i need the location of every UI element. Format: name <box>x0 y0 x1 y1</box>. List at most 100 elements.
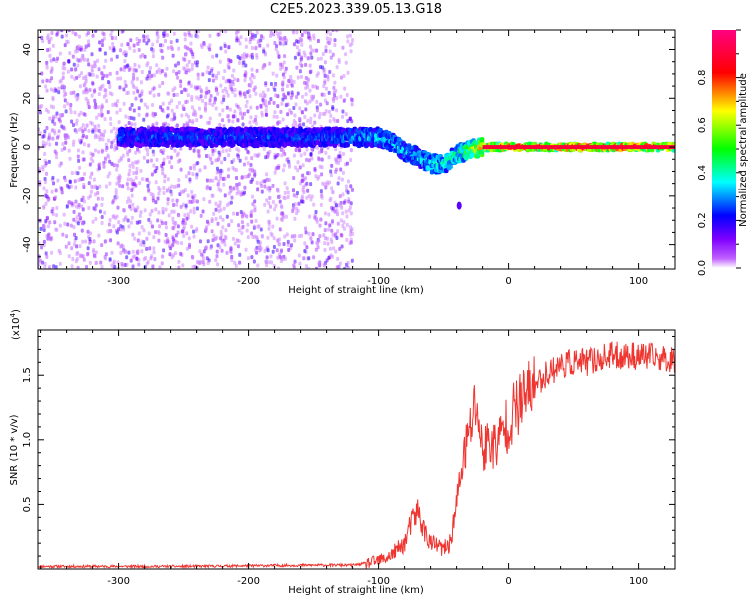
heatmap-cell <box>195 172 199 177</box>
heatmap-cell <box>185 216 189 221</box>
heatmap-cell <box>272 236 276 241</box>
heatmap-cell <box>50 209 54 214</box>
heatmap-cell <box>46 198 50 203</box>
heatmap-cell <box>209 245 213 250</box>
snr-x-label: Height of straight line (km) <box>288 585 424 596</box>
heatmap-cell <box>341 223 345 228</box>
heatmap-cell <box>112 48 116 53</box>
heatmap-cell <box>89 189 93 194</box>
heatmap-cell <box>264 108 268 113</box>
heatmap-cell <box>140 91 144 96</box>
heatmap-cell <box>306 188 310 193</box>
heatmap-cell <box>93 192 97 197</box>
heatmap-cell <box>315 219 319 224</box>
heatmap-cell <box>48 220 52 225</box>
heatmap-cell <box>62 125 66 130</box>
heatmap-cell <box>235 238 239 243</box>
heatmap-cell <box>228 148 232 153</box>
heatmap-cell <box>294 123 298 128</box>
heatmap-cell <box>196 76 200 81</box>
heatmap-cell <box>123 59 127 64</box>
heatmap-cell <box>88 260 92 265</box>
heatmap-cell <box>151 264 155 269</box>
heatmap-cell <box>300 33 304 38</box>
heatmap-cell <box>266 152 270 157</box>
heatmap-cell <box>350 258 354 263</box>
heatmap-cell <box>277 165 281 170</box>
heatmap-cell <box>64 244 68 249</box>
heatmap-cell <box>164 232 168 237</box>
heatmap-cell <box>149 65 153 70</box>
heatmap-cell <box>92 89 96 94</box>
heatmap-cell <box>322 67 326 72</box>
heatmap-cell <box>227 223 231 228</box>
heatmap-cell <box>327 155 331 160</box>
heatmap-cell <box>91 64 95 69</box>
heatmap-cell <box>86 246 90 251</box>
heatmap-cell <box>173 148 177 153</box>
heatmap-cell <box>346 119 350 124</box>
heatmap-cell <box>63 43 67 48</box>
heatmap-cell <box>140 225 144 230</box>
heatmap-cell <box>136 159 140 164</box>
heatmap-cell <box>254 218 258 223</box>
heatmap-cell <box>242 162 246 167</box>
heatmap-cell <box>319 189 323 194</box>
heatmap-cell <box>281 97 285 102</box>
heatmap-cell <box>243 174 247 179</box>
heatmap-cell <box>150 172 154 177</box>
heatmap-cell <box>179 167 183 172</box>
heatmap-cell <box>72 139 76 144</box>
heatmap-cell <box>151 198 155 203</box>
heatmap-cell <box>264 112 268 117</box>
heatmap-cell <box>93 98 97 103</box>
heatmap-cell <box>49 237 53 242</box>
heatmap-cell <box>305 181 309 186</box>
heatmap-cell <box>55 141 59 146</box>
heatmap-cell <box>184 88 188 93</box>
heatmap-cell <box>304 107 308 112</box>
heatmap-cell <box>253 153 257 158</box>
heatmap-cell <box>315 240 319 245</box>
heatmap-cell <box>185 121 189 126</box>
heatmap-cell <box>216 262 220 267</box>
heatmap-cell <box>176 224 180 229</box>
heatmap-cell <box>229 189 233 194</box>
heatmap-cell <box>223 69 227 74</box>
heatmap-cell <box>323 80 327 85</box>
heatmap-cell <box>217 156 221 161</box>
heatmap-cell <box>147 187 151 192</box>
heatmap-cell <box>344 209 348 214</box>
heatmap-cell <box>214 216 218 221</box>
heatmap-cell <box>114 101 118 106</box>
heatmap-cell <box>196 160 200 165</box>
heatmap-cell <box>142 228 146 233</box>
heatmap-cell <box>219 168 223 173</box>
heatmap-cell <box>130 188 134 193</box>
heatmap-cell <box>147 125 151 130</box>
heatmap-cell <box>260 113 264 118</box>
heatmap-cells <box>38 30 675 269</box>
heatmap-cell <box>83 81 87 86</box>
heatmap-cell <box>83 199 87 204</box>
heatmap-cell <box>91 159 95 164</box>
heatmap-cell <box>183 221 187 226</box>
heatmap-cell <box>276 104 280 109</box>
heatmap-cell <box>210 68 214 73</box>
heatmap-cell <box>163 179 167 184</box>
heatmap-cell <box>337 57 341 62</box>
heatmap-cell <box>303 248 307 253</box>
heatmap-cell <box>327 90 331 95</box>
heatmap-cell <box>250 167 254 172</box>
heatmap-cell <box>102 164 106 169</box>
heatmap-cell <box>162 248 166 253</box>
heatmap-cell <box>131 232 135 237</box>
heatmap-cell <box>100 214 104 219</box>
heatmap-cell <box>293 216 297 221</box>
heatmap-cell <box>90 68 94 73</box>
heatmap-cell <box>333 42 337 47</box>
heatmap-cell <box>305 245 309 250</box>
heatmap-cell <box>203 105 207 110</box>
heatmap-cell <box>170 209 174 214</box>
heatmap-cell <box>223 242 227 247</box>
